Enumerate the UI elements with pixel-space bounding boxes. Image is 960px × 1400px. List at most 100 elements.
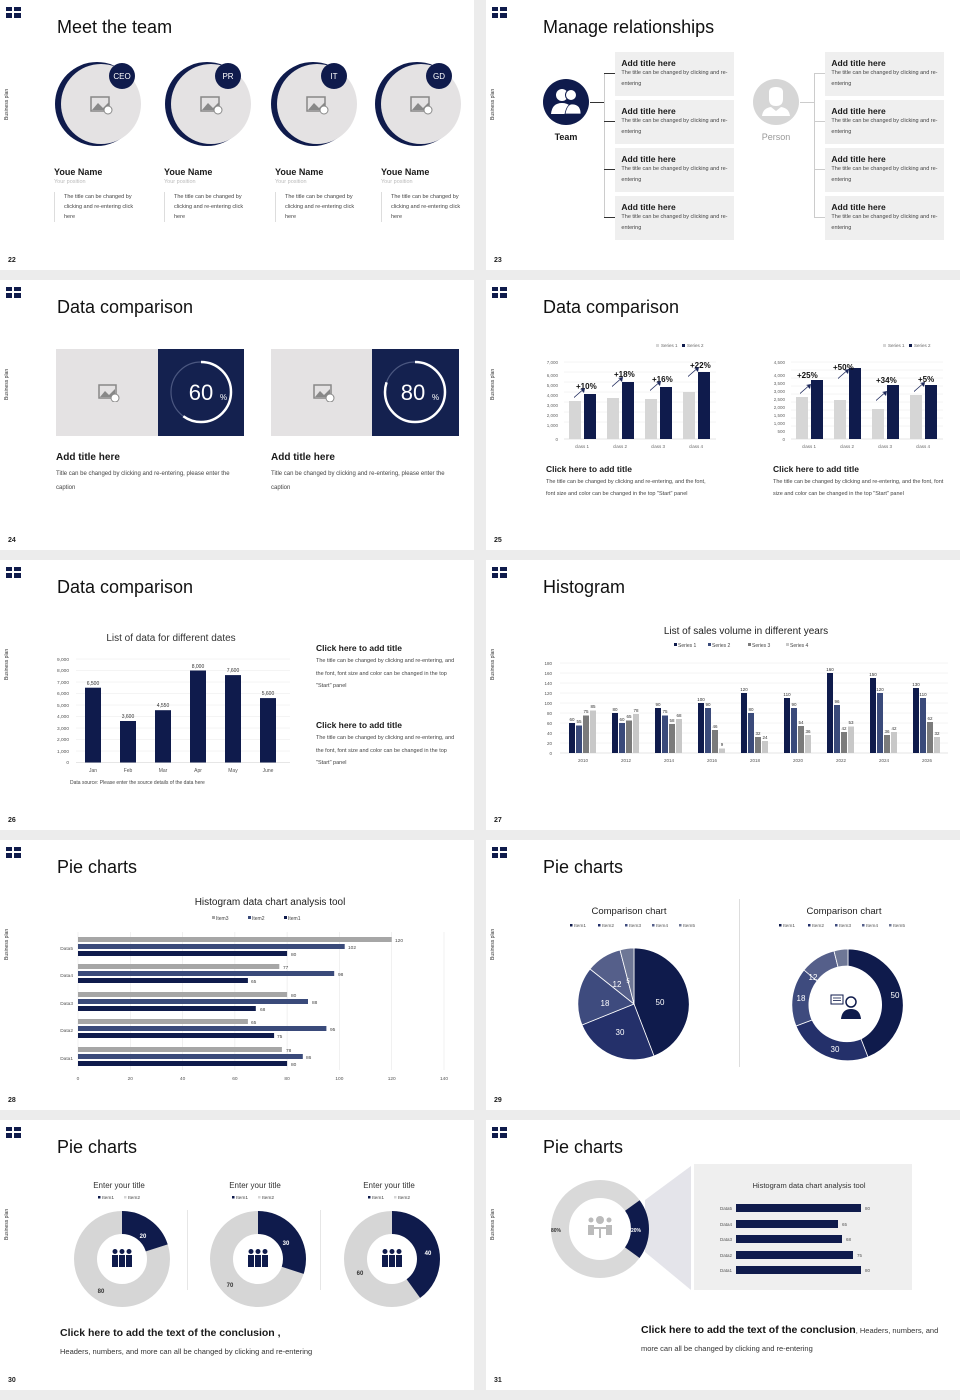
slide-26[interactable]: Business plan Data comparison List of da… [0,560,474,830]
slide-title: Pie charts [543,1137,624,1157]
svg-text:Data4: Data4 [60,973,73,979]
svg-text:86: 86 [306,1055,312,1061]
svg-text:Item2: Item2 [128,1195,140,1201]
svg-text:2024: 2024 [879,758,890,763]
svg-text:class 4: class 4 [689,444,704,449]
slide-25[interactable]: Business plan Data comparison Series 1 Se… [486,280,960,550]
slide-31[interactable]: Business plan Pie charts 20% 80% Histogr… [486,1120,960,1390]
svg-text:0: 0 [782,437,785,442]
slide-22[interactable]: Business plan Meet the team CEO Youe Nam… [0,0,474,270]
svg-text:4,000: 4,000 [547,393,559,398]
image-placeholder[interactable] [271,349,372,436]
conclusion-text: , Headers, numbers, and more can all be … [641,1326,939,1353]
logo-icon [492,847,507,858]
side-label: Business plan [490,1208,496,1240]
slide-24[interactable]: Business plan Data comparison 60% Add ti… [0,280,474,550]
block-title[interactable]: Click here to add title [316,720,402,730]
relationship-card[interactable]: Add title here The title can be changed b… [615,51,734,96]
svg-text:Series 2: Series 2 [687,343,704,348]
conclusion-title[interactable]: Click here to add the text of the conclu… [60,1327,281,1339]
relationship-card[interactable]: Add title here The title can be changed b… [825,147,944,192]
member-photo-placeholder[interactable]: CEO [54,62,144,148]
grouped-bar-chart: List of sales volume in different years … [544,626,948,763]
bars-data3 [78,992,308,1011]
slide-23[interactable]: Business plan Manage relationships Team … [486,0,960,270]
block-title[interactable]: Click here to add title [546,464,632,474]
member-photo-placeholder[interactable]: GD [374,62,464,148]
relationship-card[interactable]: Add title here The title can be changed b… [615,99,734,144]
svg-text:60: 60 [232,1076,238,1082]
block-title[interactable]: Click here to add title [316,643,402,653]
svg-text:Data source: Please enter the: Data source: Please enter the source det… [70,780,205,786]
svg-text:110: 110 [783,692,791,697]
svg-text:Data3: Data3 [720,1237,733,1242]
relationship-card[interactable]: Add title here The title can be changed b… [825,195,944,240]
svg-text:class 4: class 4 [916,444,931,449]
progress-panel: 80% [372,349,459,436]
svg-text:100: 100 [544,701,552,706]
image-placeholder[interactable] [56,349,158,436]
bar-chart-right: Series 1 Series 2 0 500 1,000 1,500 2,000 2,50… [774,343,943,449]
svg-text:5,000: 5,000 [547,383,559,388]
image-placeholder-icon [410,96,433,115]
relationship-card[interactable]: Add title here The title can be changed b… [615,147,734,192]
svg-text:List of sales volume in differ: List of sales volume in different years [664,626,828,637]
svg-text:Data1: Data1 [720,1268,733,1273]
svg-text:2,000: 2,000 [57,737,69,743]
svg-text:65: 65 [842,1222,848,1227]
card-desc: Title can be changed by clicking and re-… [271,471,445,491]
donut-chart-20: Enter your title Item1 Item2 20 80 [74,1181,170,1307]
relationship-cards-team: Add title here The title can be changed b… [604,51,734,240]
svg-text:Series 2: Series 2 [914,343,931,348]
card-desc: Title can be changed by clicking and re-… [56,471,230,491]
advisor-icon [830,994,861,1019]
text-block: Click here to add title The title can be … [773,464,945,500]
svg-text:78: 78 [286,1048,292,1054]
svg-text:Series 3: Series 3 [752,643,771,649]
conclusion-title[interactable]: Click here to add the text of the conclu… [641,1324,856,1336]
logo-icon [6,287,21,298]
svg-text:Data1: Data1 [60,1056,73,1062]
card-title: Add title here [621,153,676,164]
svg-text:12: 12 [613,980,622,989]
relationship-card[interactable]: Add title here The title can be changed b… [825,99,944,144]
block-desc: The title can be changed by clicking and… [316,735,455,766]
svg-text:180: 180 [544,661,552,666]
svg-text:1,500: 1,500 [774,413,786,418]
svg-text:110: 110 [919,692,927,697]
member-photo-placeholder[interactable]: IT [270,62,360,148]
slide-30[interactable]: Business plan Pie charts Enter your titl… [0,1120,474,1390]
svg-text:90: 90 [705,702,711,707]
image-placeholder-icon [98,384,120,402]
relationship-card[interactable]: Add title here The title can be changed b… [615,195,734,240]
slide-27[interactable]: Business plan Histogram List of sales vo… [486,560,960,830]
svg-text:75: 75 [277,1034,283,1040]
svg-text:1,000: 1,000 [57,749,69,755]
svg-text:12: 12 [809,973,818,982]
conclusion-text: Headers, numbers, and more can all be ch… [60,1347,313,1356]
slide-28[interactable]: Business plan Pie charts Histogram data … [0,840,474,1110]
svg-text:0: 0 [77,1076,80,1082]
donut-chart: 20% 80% [551,1180,649,1278]
svg-text:class 2: class 2 [613,444,628,449]
card-title: Add title here [56,452,120,463]
slide-title: Meet the team [57,17,173,37]
page-number: 24 [8,537,16,544]
page-number: 26 [8,817,16,824]
block-title[interactable]: Click here to add title [773,464,859,474]
text-block: Click here to add title The title can be … [546,464,716,500]
svg-text:June: June [263,768,274,774]
svg-text:42: 42 [841,726,847,731]
member-photo-placeholder[interactable]: PR [164,62,254,148]
svg-text:30: 30 [283,1241,290,1247]
relationship-card[interactable]: Add title here The title can be changed b… [825,51,944,96]
svg-text:102: 102 [348,945,356,951]
svg-text:Item5: Item5 [683,923,695,929]
card-title: Add title here [621,105,676,116]
svg-text:98: 98 [338,972,344,978]
donut-chart-30: Enter your title Item1 Item2 30 70 [210,1181,306,1307]
role-badge: IT [330,72,337,81]
slide-29[interactable]: Business plan Pie charts Comparison char… [486,840,960,1110]
svg-text:2,000: 2,000 [774,405,786,410]
svg-text:3,000: 3,000 [547,403,559,408]
